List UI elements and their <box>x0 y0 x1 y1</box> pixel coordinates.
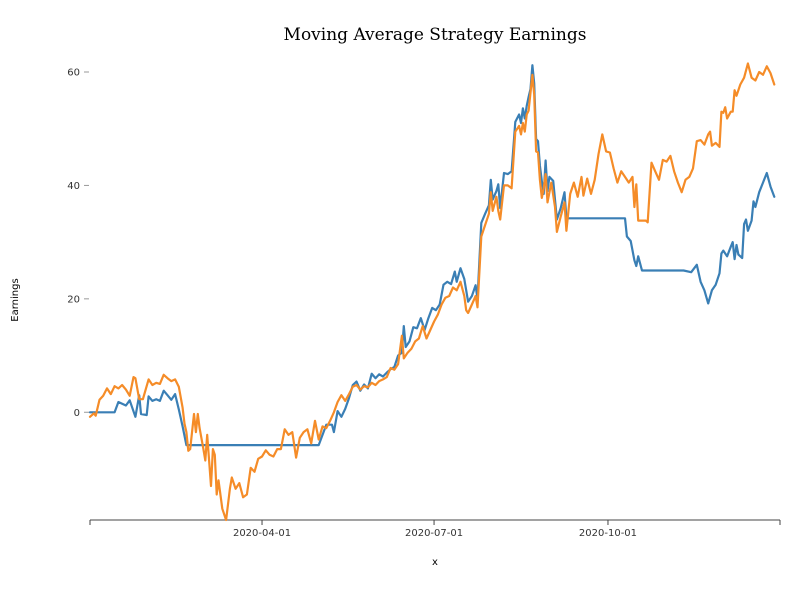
series-line-1 <box>88 64 776 447</box>
y-tick-label: 20 <box>67 294 80 305</box>
y-tick-label: 60 <box>67 68 80 79</box>
x-tick-label: 2020-10-01 <box>579 528 637 539</box>
y-tick-label: 40 <box>67 181 80 192</box>
chart-title: Moving Average Strategy Earnings <box>284 25 587 45</box>
y-axis-title: Earnings <box>10 278 21 321</box>
plot-area: 0 20 40 60 2020-04-01 2020-07-01 2020-10-01 <box>67 62 781 539</box>
y-tick-label: 0 <box>74 408 80 419</box>
x-axis-title: x <box>432 557 438 568</box>
y-axis: 0 20 40 60 <box>67 68 89 419</box>
series-layer <box>88 62 776 522</box>
x-axis: 2020-04-01 2020-07-01 2020-10-01 <box>89 519 781 539</box>
x-tick-label: 2020-04-01 <box>233 528 291 539</box>
series-line-2 <box>88 62 776 522</box>
x-tick-label: 2020-07-01 <box>405 528 463 539</box>
